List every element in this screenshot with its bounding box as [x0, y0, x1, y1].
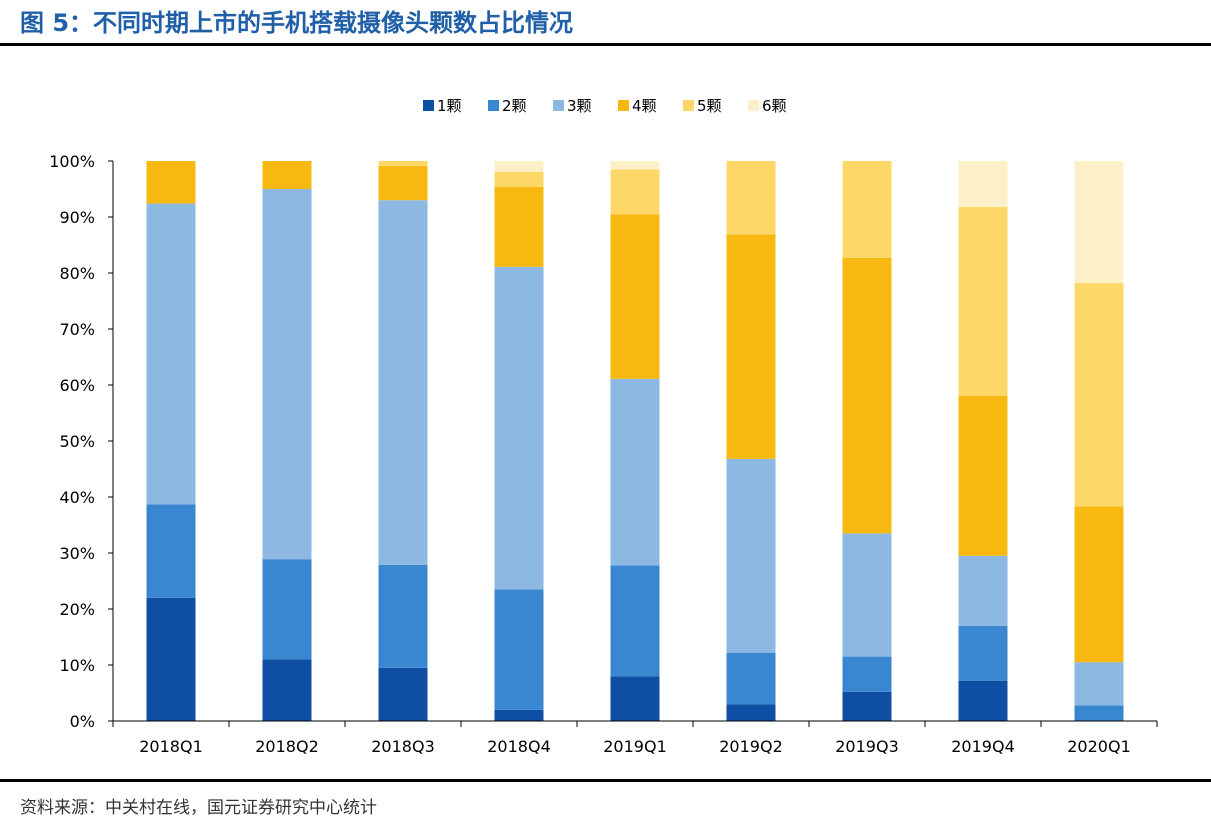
legend-label-1: 1颗 [437, 97, 462, 115]
bar-segment-2019Q2-2 [726, 652, 776, 705]
legend-swatch-6 [748, 100, 759, 111]
bar-segment-2018Q1-3 [146, 203, 196, 505]
x-tick-label: 2019Q2 [719, 737, 783, 756]
bar-segment-2018Q3-1 [378, 667, 428, 721]
bar-stack-2020Q1 [1074, 161, 1124, 721]
bars [146, 161, 1124, 721]
y-tick-label: 70% [59, 320, 95, 339]
y-tick-label: 50% [59, 432, 95, 451]
bar-stack-2018Q2 [262, 161, 312, 721]
legend-swatch-4 [618, 100, 629, 111]
bar-segment-2019Q4-6 [958, 161, 1008, 207]
x-tick-label: 2018Q4 [487, 737, 551, 756]
figure-title: 图 5：不同时期上市的手机搭载摄像头颗数占比情况 [20, 9, 574, 37]
bar-segment-2019Q2-5 [726, 161, 776, 235]
bar-segment-2019Q4-5 [958, 206, 1008, 396]
y-tick-label: 10% [59, 656, 95, 675]
x-tick-label: 2018Q1 [139, 737, 203, 756]
y-tick-label: 80% [59, 264, 95, 283]
bar-segment-2018Q4-5 [494, 171, 544, 187]
legend-swatch-3 [553, 100, 564, 111]
bar-segment-2019Q3-2 [842, 656, 892, 692]
bar-segment-2018Q4-1 [494, 709, 544, 721]
bar-segment-2018Q3-5 [378, 161, 428, 167]
bar-segment-2019Q4-1 [958, 680, 1008, 721]
bar-segment-2018Q1-4 [146, 161, 196, 204]
bar-stack-2019Q3 [842, 161, 892, 721]
y-tick-label: 40% [59, 488, 95, 507]
bar-segment-2018Q2-4 [262, 161, 312, 189]
bar-segment-2019Q1-6 [610, 161, 660, 170]
bar-segment-2018Q3-4 [378, 166, 428, 201]
bar-stack-2019Q4 [958, 161, 1008, 721]
legend-label-5: 5颗 [697, 97, 722, 115]
bar-segment-2018Q4-4 [494, 186, 544, 267]
bar-segment-2020Q1-4 [1074, 506, 1124, 663]
bar-segment-2019Q3-1 [842, 691, 892, 721]
legend-label-2: 2颗 [502, 97, 527, 115]
bar-segment-2018Q2-1 [262, 659, 312, 721]
y-tick-label: 100% [49, 152, 95, 171]
y-tick-label: 0% [70, 712, 95, 731]
x-tick-label: 2019Q1 [603, 737, 667, 756]
y-tick-label: 60% [59, 376, 95, 395]
legend-label-6: 6颗 [762, 97, 787, 115]
bar-stack-2018Q1 [146, 161, 196, 721]
bar-segment-2019Q3-5 [842, 161, 892, 258]
legend-swatch-5 [683, 100, 694, 111]
bar-segment-2020Q1-3 [1074, 662, 1124, 706]
x-axis: 2018Q1 2018Q2 2018Q3 2018Q4 2019Q1 2019Q2 2019… [112, 720, 1158, 756]
legend: 1颗 2颗 3颗 4颗 5颗 6颗 [423, 97, 787, 115]
bar-stack-2019Q1 [610, 161, 660, 721]
y-tick-label: 90% [59, 208, 95, 227]
bar-segment-2019Q1-5 [610, 169, 660, 215]
y-axis: 0% 10% 20% 30% 40% 50% 60% 70% 80% 90% 100% [49, 152, 114, 731]
x-tick-label: 2018Q2 [255, 737, 319, 756]
bar-segment-2020Q1-5 [1074, 283, 1124, 507]
legend-swatch-2 [488, 100, 499, 111]
bar-segment-2020Q1-6 [1074, 161, 1124, 284]
bar-segment-2018Q1-2 [146, 504, 196, 598]
bar-segment-2019Q3-3 [842, 533, 892, 657]
bar-segment-2018Q2-3 [262, 189, 312, 560]
bar-stack-2019Q2 [726, 161, 776, 721]
bar-segment-2020Q1-2 [1074, 705, 1124, 721]
bar-segment-2019Q1-4 [610, 214, 660, 379]
bar-segment-2019Q2-3 [726, 458, 776, 653]
bar-segment-2018Q1-1 [146, 597, 196, 721]
source-note: 资料来源：中关村在线，国元证券研究中心统计 [20, 798, 377, 818]
stacked-bar-chart: 1颗 2颗 3颗 4颗 5颗 6颗 0% 10% 20% 30% 40% 50% 60% 70% 80% 9… [49, 97, 1158, 756]
x-tick-label: 2019Q4 [951, 737, 1015, 756]
bar-segment-2019Q4-3 [958, 555, 1008, 626]
bar-segment-2019Q1-1 [610, 676, 660, 721]
legend-label-4: 4颗 [632, 97, 657, 115]
y-tick-label: 30% [59, 544, 95, 563]
x-tick-label: 2020Q1 [1067, 737, 1131, 756]
bar-segment-2018Q3-3 [378, 200, 428, 565]
y-tick-label: 20% [59, 600, 95, 619]
x-tick-label: 2019Q3 [835, 737, 899, 756]
bar-segment-2019Q2-4 [726, 234, 776, 459]
bar-segment-2019Q4-2 [958, 625, 1008, 681]
bar-segment-2018Q3-2 [378, 564, 428, 668]
bar-stack-2018Q3 [378, 161, 428, 721]
bar-segment-2019Q2-1 [726, 704, 776, 721]
bar-segment-2019Q4-4 [958, 395, 1008, 556]
x-tick-label: 2018Q3 [371, 737, 435, 756]
bar-segment-2019Q1-2 [610, 565, 660, 677]
bar-segment-2018Q4-6 [494, 161, 544, 172]
bar-segment-2018Q4-2 [494, 589, 544, 710]
bar-segment-2019Q3-4 [842, 257, 892, 534]
legend-label-3: 3颗 [567, 97, 592, 115]
bar-stack-2018Q4 [494, 161, 544, 721]
bottom-rule [0, 779, 1211, 782]
bar-segment-2018Q2-2 [262, 559, 312, 660]
legend-swatch-1 [423, 100, 434, 111]
bar-segment-2019Q1-3 [610, 378, 660, 566]
top-rule [0, 43, 1211, 46]
bar-segment-2018Q4-3 [494, 266, 544, 590]
